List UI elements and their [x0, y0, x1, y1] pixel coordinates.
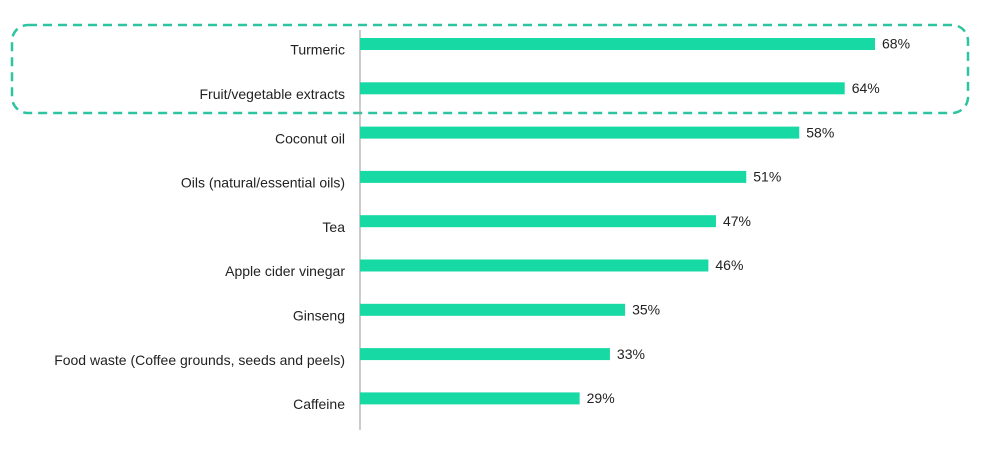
category-label: Apple cider vinegar — [225, 263, 345, 279]
bar — [360, 38, 875, 50]
category-label: Ginseng — [293, 308, 345, 324]
value-label: 58% — [806, 124, 834, 140]
bar — [360, 303, 626, 316]
bar — [360, 392, 580, 405]
category-label: Food waste (Coffee grounds, seeds and pe… — [54, 352, 345, 368]
category-label: Oils (natural/essential oils) — [181, 175, 345, 191]
value-label: 35% — [632, 302, 660, 318]
value-label: 51% — [753, 169, 781, 185]
bar — [360, 126, 800, 139]
category-label: Coconut oil — [275, 130, 345, 146]
category-label: Tea — [322, 219, 345, 235]
bar — [360, 170, 747, 183]
category-label: Fruit/vegetable extracts — [199, 86, 345, 102]
bar — [360, 259, 709, 272]
value-label: 29% — [587, 390, 615, 406]
value-label: 68% — [882, 36, 910, 52]
value-label: 47% — [723, 213, 751, 229]
highlight-box — [10, 23, 970, 115]
value-label: 64% — [852, 80, 880, 96]
bar — [360, 215, 716, 228]
category-label: Caffeine — [293, 396, 345, 412]
value-label: 46% — [715, 257, 743, 273]
bar — [360, 82, 845, 95]
bar — [360, 348, 610, 361]
category-label: Turmeric — [290, 42, 345, 58]
value-label: 33% — [617, 346, 645, 362]
